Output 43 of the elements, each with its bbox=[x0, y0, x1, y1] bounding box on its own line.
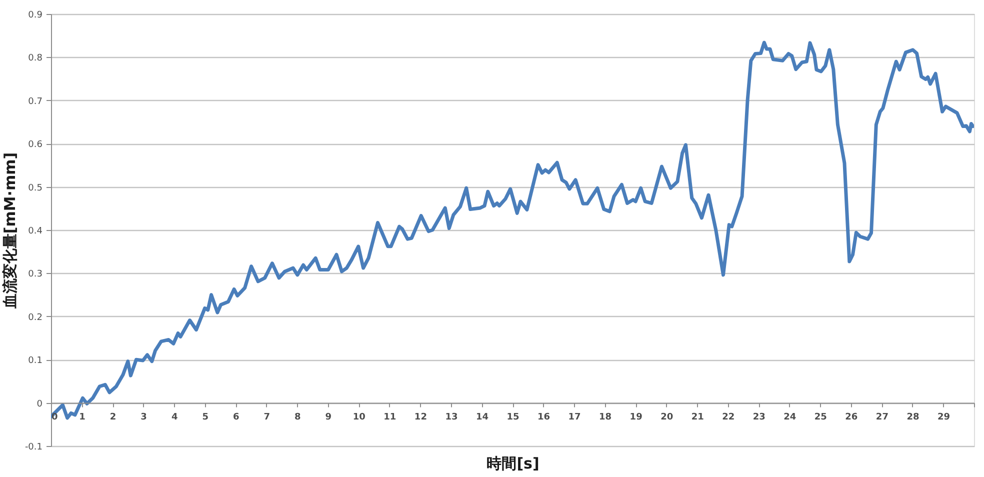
y-tick-label: 0.2 bbox=[28, 312, 42, 323]
x-tick-label: 27 bbox=[876, 412, 888, 422]
x-tick-label: 17 bbox=[568, 412, 581, 422]
x-tick-label: 14 bbox=[476, 412, 488, 422]
x-tick-label: 28 bbox=[906, 412, 920, 422]
x-tick-label: 2 bbox=[110, 412, 116, 422]
x-tick-label: 8 bbox=[294, 412, 301, 422]
x-tick-label: 12 bbox=[414, 412, 427, 422]
y-tick-label: 0 bbox=[36, 399, 43, 410]
y-tick-label: 0.7 bbox=[28, 96, 42, 107]
x-axis-title: 時間[s] bbox=[486, 454, 540, 472]
x-tick-label: 18 bbox=[599, 412, 612, 422]
y-tick-label: 0.3 bbox=[28, 270, 42, 280]
x-tick-label: 29 bbox=[937, 412, 950, 422]
y-tick-label: 0.4 bbox=[28, 226, 43, 236]
y-tick-label: 0.8 bbox=[28, 54, 43, 64]
x-tick-label: 25 bbox=[814, 412, 827, 422]
y-axis-title: 血流変化量[mM·mm] bbox=[0, 152, 19, 310]
x-tick-label: 5 bbox=[202, 412, 208, 422]
y-tick-label: 0.5 bbox=[28, 183, 42, 194]
x-tick-label: 3 bbox=[140, 412, 147, 422]
x-tick-label: 10 bbox=[352, 412, 366, 422]
x-tick-label: 7 bbox=[264, 412, 270, 422]
x-tick-label: 24 bbox=[784, 412, 796, 422]
y-tick-label: 0.9 bbox=[28, 10, 43, 20]
x-tick-label: 15 bbox=[506, 412, 520, 422]
x-tick-label: 26 bbox=[845, 412, 858, 422]
y-tick-label: -0.1 bbox=[24, 442, 42, 452]
x-tick-label: 21 bbox=[691, 412, 704, 422]
x-tick-label: 1 bbox=[79, 412, 86, 422]
x-tick-label: 23 bbox=[752, 412, 766, 422]
x-tick-label: 11 bbox=[384, 412, 396, 422]
x-tick-label: 22 bbox=[722, 412, 735, 422]
y-tick-label: 0.1 bbox=[28, 356, 42, 366]
x-tick-label: 19 bbox=[630, 412, 642, 422]
x-tick-label: 6 bbox=[232, 412, 240, 422]
x-tick-label: 4 bbox=[171, 412, 178, 422]
x-tick-label: 13 bbox=[445, 412, 458, 422]
x-tick-label: 9 bbox=[325, 412, 332, 422]
x-tick-label: 20 bbox=[660, 412, 674, 422]
x-tick-label: 0 bbox=[52, 412, 58, 422]
y-tick-label: 0.6 bbox=[28, 140, 43, 150]
x-tick-label: 16 bbox=[538, 412, 550, 422]
